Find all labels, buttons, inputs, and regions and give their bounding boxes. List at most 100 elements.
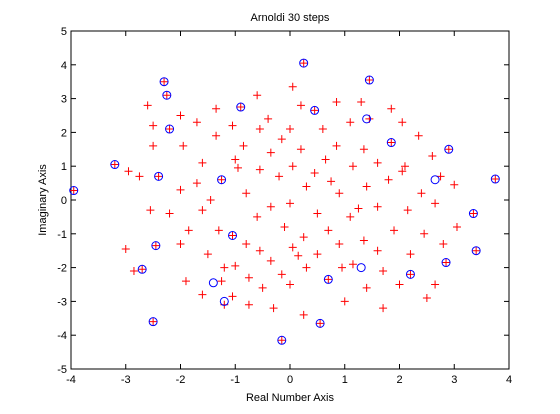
plus-point — [365, 76, 374, 85]
y-tick-label: -2 — [57, 263, 67, 275]
plus-point — [214, 226, 223, 235]
circle-point — [468, 209, 478, 219]
plus-point — [146, 206, 155, 215]
plus-point — [192, 179, 201, 188]
y-axis-label: Imaginary Axis — [37, 164, 49, 236]
plus-point — [431, 199, 440, 208]
plus-point — [220, 263, 229, 272]
plus-point — [296, 101, 305, 110]
plus-point — [286, 280, 294, 289]
plus-point — [431, 280, 440, 289]
plus-point — [266, 148, 275, 157]
x-axis-label: Real Number Axis — [246, 392, 335, 404]
circle-point — [405, 269, 415, 279]
circle-point — [356, 263, 366, 273]
circle-point — [364, 75, 374, 85]
plus-point — [233, 163, 242, 172]
circle-point — [310, 105, 320, 115]
circle-point — [217, 175, 227, 185]
y-tick-label: -3 — [57, 296, 67, 308]
plus-point — [242, 239, 251, 248]
y-tick-label: -5 — [57, 364, 67, 376]
plus-point — [110, 160, 119, 169]
plus-point — [444, 145, 453, 154]
plus-point — [406, 250, 415, 259]
plus-point — [231, 155, 240, 164]
circle-point — [137, 264, 147, 274]
plus-point — [398, 167, 407, 176]
circle-point — [444, 144, 454, 154]
plus-point — [422, 294, 431, 303]
plus-point — [294, 251, 303, 260]
x-tick-label: 3 — [451, 374, 457, 386]
y-tick-label: 1 — [61, 161, 67, 173]
x-tick-label: -1 — [230, 374, 240, 386]
plus-point — [327, 177, 336, 186]
plus-point — [255, 246, 264, 255]
circle-point — [151, 241, 161, 251]
plus-point — [165, 125, 174, 134]
plus-point — [340, 297, 349, 306]
plus-point — [398, 118, 407, 127]
plus-point — [316, 319, 325, 328]
plus-point — [387, 138, 396, 147]
data-marks — [69, 58, 500, 345]
plus-point — [359, 236, 368, 245]
circle-point — [228, 230, 238, 240]
plus-point — [258, 283, 267, 292]
circle-point — [159, 77, 169, 87]
plus-point — [384, 175, 393, 184]
circle-point — [362, 114, 372, 124]
plus-point — [324, 226, 333, 235]
plus-point — [346, 212, 355, 221]
plus-point — [348, 162, 357, 171]
plus-point — [176, 239, 185, 248]
plus-point — [277, 270, 286, 279]
x-tick-label: -2 — [176, 374, 186, 386]
plus-point — [280, 223, 289, 232]
plus-point — [154, 172, 163, 181]
plus-point — [403, 206, 412, 215]
plus-point — [332, 141, 341, 150]
plus-point — [143, 101, 152, 110]
circle-point — [162, 90, 172, 100]
plus-point — [302, 263, 311, 272]
circle-point — [277, 335, 287, 345]
plus-point — [428, 152, 437, 161]
plus-point — [124, 167, 133, 176]
plus-point — [151, 241, 160, 250]
plus-point — [310, 106, 319, 115]
plus-point — [379, 266, 388, 275]
plus-point — [179, 141, 188, 150]
y-tick-label: 3 — [61, 94, 67, 106]
circle-point — [315, 318, 325, 328]
y-tick-label: -1 — [57, 229, 67, 241]
plus-point — [387, 104, 396, 113]
plus-point — [313, 209, 322, 218]
y-tick-label: 5 — [61, 26, 67, 38]
plus-point — [149, 317, 158, 326]
plus-point — [373, 246, 382, 255]
plus-point — [324, 275, 333, 284]
plus-point — [379, 304, 388, 313]
plus-point — [286, 199, 294, 208]
plus-point — [198, 206, 207, 215]
plus-point — [212, 131, 221, 140]
x-tick-label: 0 — [287, 374, 293, 386]
plus-point — [121, 245, 130, 254]
plus-point — [338, 263, 347, 272]
plus-point — [138, 265, 147, 274]
plus-point — [135, 172, 144, 181]
plus-point — [348, 260, 357, 269]
plus-point — [373, 202, 382, 211]
plus-point — [266, 202, 275, 211]
circle-point — [386, 138, 396, 148]
circle-point — [430, 175, 440, 185]
plus-point — [217, 277, 226, 286]
plus-point — [452, 223, 461, 232]
plus-point — [176, 111, 185, 120]
plus-point — [310, 168, 319, 177]
